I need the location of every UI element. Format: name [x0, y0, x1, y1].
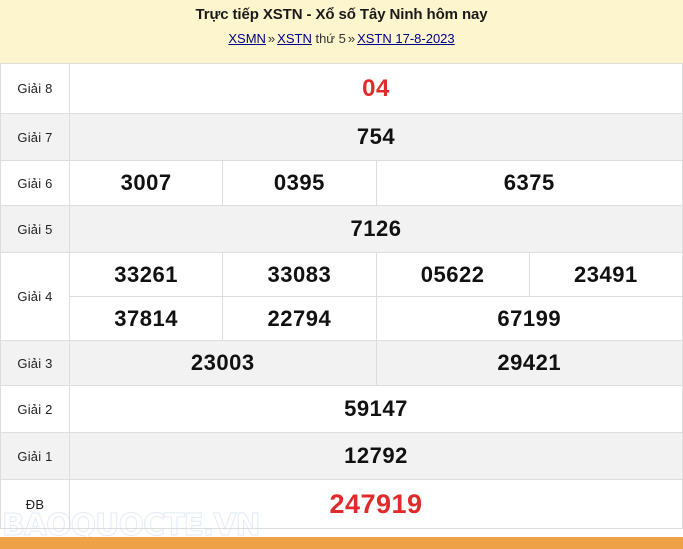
prize-value-g4-5: 37814	[68, 296, 224, 341]
prize-value-g8-1: 04	[69, 63, 683, 114]
table-row: Giải 4 33261 33083 05622 23491	[0, 252, 683, 341]
prize-value-g6-1: 3007	[68, 160, 224, 206]
breadcrumb: XSMN» XSTN thứ 5» XSTN 17-8-2023	[0, 30, 683, 47]
prize-label-g7: Giải 7	[0, 113, 70, 161]
prize-value-g6-3: 6375	[375, 160, 683, 206]
prize-label-g8: Giải 8	[0, 63, 70, 114]
prize-value-g4-3: 05622	[375, 252, 530, 297]
prize-value-g7-1: 754	[69, 113, 683, 161]
table-row: Giải 2 59147	[0, 385, 683, 433]
table-row: Giải 7 754	[0, 113, 683, 161]
prize-label-g3: Giải 3	[0, 340, 70, 386]
prize-label-db: ĐB	[0, 479, 70, 529]
prize-label-g5: Giải 5	[0, 205, 70, 253]
table-row: ĐB 247919	[0, 479, 683, 529]
page-header: Trực tiếp XSTN - Xổ số Tây Ninh hôm nay …	[0, 0, 683, 63]
prize-label-g2: Giải 2	[0, 385, 70, 433]
breadcrumb-link-xstn[interactable]: XSTN	[277, 31, 312, 46]
prize-value-g4-7: 67199	[375, 296, 683, 341]
prize-value-g4-4: 23491	[528, 252, 683, 297]
table-row: Giải 1 12792	[0, 432, 683, 480]
breadcrumb-separator-2: »	[347, 31, 356, 46]
prize-label-g4: Giải 4	[0, 252, 70, 341]
breadcrumb-weekday-text: thứ 5	[315, 31, 346, 46]
prize-value-db-1: 247919	[69, 479, 683, 529]
bottom-orange-bar	[0, 537, 683, 549]
prize-value-g3-1: 23003	[69, 340, 377, 386]
prize-value-g4-1: 33261	[68, 252, 224, 297]
breadcrumb-separator-1: »	[267, 31, 276, 46]
table-row: Giải 8 04	[0, 63, 683, 114]
prize-value-g6-2: 0395	[222, 160, 377, 206]
lottery-result-table: Giải 8 04 Giải 7 754 Giải 6 3007 0395 63…	[0, 63, 683, 529]
breadcrumb-link-date[interactable]: XSTN 17-8-2023	[357, 31, 455, 46]
prize-value-g4-6: 22794	[222, 296, 377, 341]
prize-value-g3-2: 29421	[375, 340, 683, 386]
table-row: 37814 22794 67199	[1, 296, 683, 341]
page-title: Trực tiếp XSTN - Xổ số Tây Ninh hôm nay	[195, 6, 488, 23]
breadcrumb-link-xsmn[interactable]: XSMN	[228, 31, 266, 46]
prize-value-g1-1: 12792	[69, 432, 683, 480]
prize-value-g5-1: 7126	[69, 205, 683, 253]
prize-value-g4-2: 33083	[222, 252, 377, 297]
prize-label-g6: Giải 6	[0, 160, 70, 206]
prize-label-g1: Giải 1	[0, 432, 70, 480]
table-row: Giải 5 7126	[0, 205, 683, 253]
prize-value-g2-1: 59147	[69, 385, 683, 433]
table-row: Giải 6 3007 0395 6375	[0, 160, 683, 206]
table-row: Giải 3 23003 29421	[0, 340, 683, 386]
